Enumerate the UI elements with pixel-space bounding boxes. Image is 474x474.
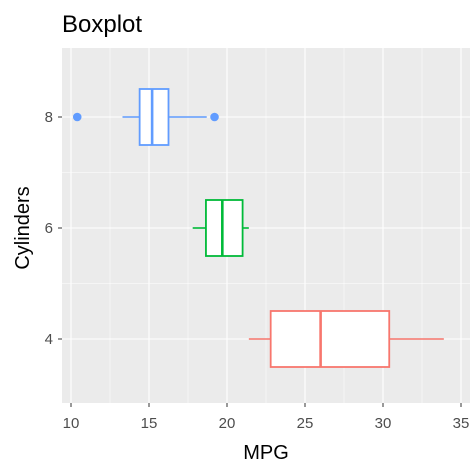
y-axis-label: Cylinders xyxy=(12,186,34,269)
x-tick-label: 20 xyxy=(219,415,236,432)
boxes xyxy=(72,88,444,368)
box-cyl-6 xyxy=(192,199,249,257)
outlier-point xyxy=(210,112,219,122)
box-cyl-8 xyxy=(72,88,219,146)
x-tick-label: 30 xyxy=(375,415,392,432)
iqr-box xyxy=(138,88,170,146)
iqr-box xyxy=(269,310,391,368)
axis-ticks: 10 15 20 25 30 35 4 6 8 xyxy=(45,109,470,432)
chart-title: Boxplot xyxy=(62,11,142,38)
x-tick-label: 35 xyxy=(453,415,470,432)
x-tick-label: 25 xyxy=(297,415,314,432)
y-tick-label: 6 xyxy=(45,220,53,237)
y-tick-label: 8 xyxy=(45,109,53,126)
box-cyl-4 xyxy=(248,310,444,368)
x-tick-label: 15 xyxy=(141,415,158,432)
y-tick-label: 4 xyxy=(45,331,53,348)
x-axis-label: MPG xyxy=(243,442,289,464)
iqr-box xyxy=(205,199,244,257)
outlier-point xyxy=(72,112,82,122)
x-tick-label: 10 xyxy=(63,415,80,432)
